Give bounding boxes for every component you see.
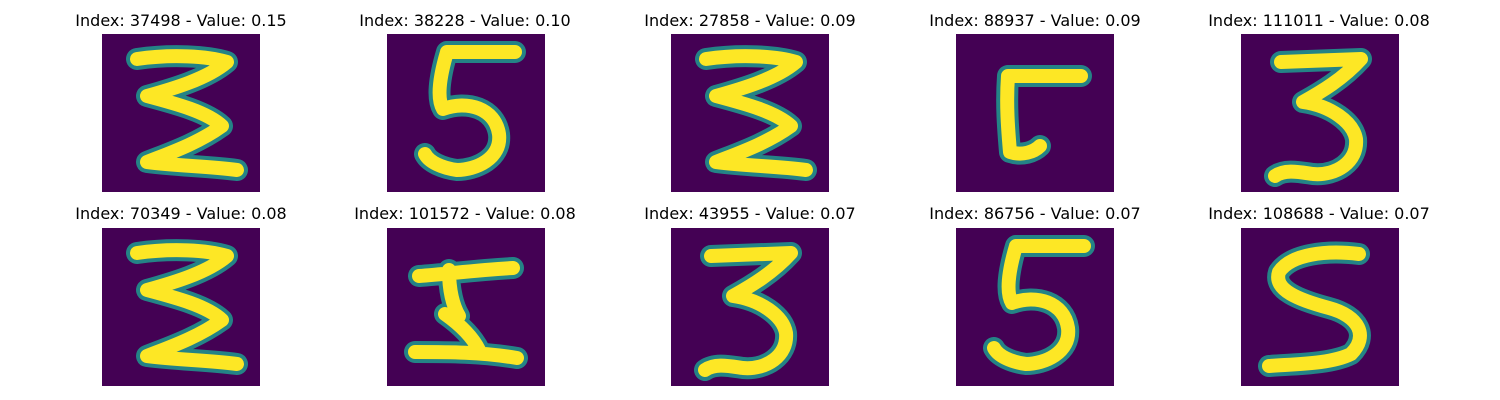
- digit-image-panel: [1241, 34, 1399, 192]
- digit-stroke: [130, 49, 244, 177]
- digit-image: [694, 242, 802, 381]
- digit-image-panel: [102, 34, 260, 192]
- digit-stroke: [408, 261, 524, 365]
- panel-title: Index: 37498 - Value: 0.15: [75, 11, 287, 30]
- panel-title: Index: 43955 - Value: 0.07: [644, 204, 856, 223]
- panel-title: Index: 108688 - Value: 0.07: [1208, 204, 1430, 223]
- digit-image-panel: [671, 34, 829, 192]
- digit-image-panel: [956, 34, 1114, 192]
- panel-title: Index: 111011 - Value: 0.08: [1208, 11, 1430, 30]
- digit-image: [404, 257, 528, 369]
- digit-image: [126, 239, 248, 375]
- digit-stroke: [130, 243, 244, 371]
- panel-title: Index: 86756 - Value: 0.07: [929, 204, 1141, 223]
- panel-title: Index: 27858 - Value: 0.09: [644, 11, 856, 30]
- digit-stroke: [698, 246, 798, 377]
- digit-image: [695, 45, 817, 181]
- digit-image-panel: [102, 228, 260, 386]
- panel-title: Index: 70349 - Value: 0.08: [75, 204, 287, 223]
- digit-image-panel: [387, 228, 545, 386]
- digit-stroke: [1268, 52, 1368, 183]
- digit-image-panel: [387, 34, 545, 192]
- digit-stroke: [1262, 245, 1367, 373]
- digit-stroke: [699, 49, 813, 177]
- digit-image-panel: [671, 228, 829, 386]
- digit-stroke: [1000, 69, 1088, 161]
- digit-image-panel: [1241, 228, 1399, 386]
- digit-image: [414, 41, 526, 181]
- digit-image: [983, 235, 1095, 375]
- panel-title: Index: 88937 - Value: 0.09: [929, 11, 1141, 30]
- digit-stroke: [987, 239, 1091, 371]
- digit-stroke: [418, 45, 522, 177]
- digit-image: [1264, 48, 1372, 187]
- panel-title: Index: 38228 - Value: 0.10: [359, 11, 571, 30]
- digit-image: [126, 45, 248, 181]
- digit-image-panel: [956, 228, 1114, 386]
- panel-title: Index: 101572 - Value: 0.08: [354, 204, 576, 223]
- digit-image: [996, 65, 1092, 165]
- digit-image: [1258, 241, 1371, 377]
